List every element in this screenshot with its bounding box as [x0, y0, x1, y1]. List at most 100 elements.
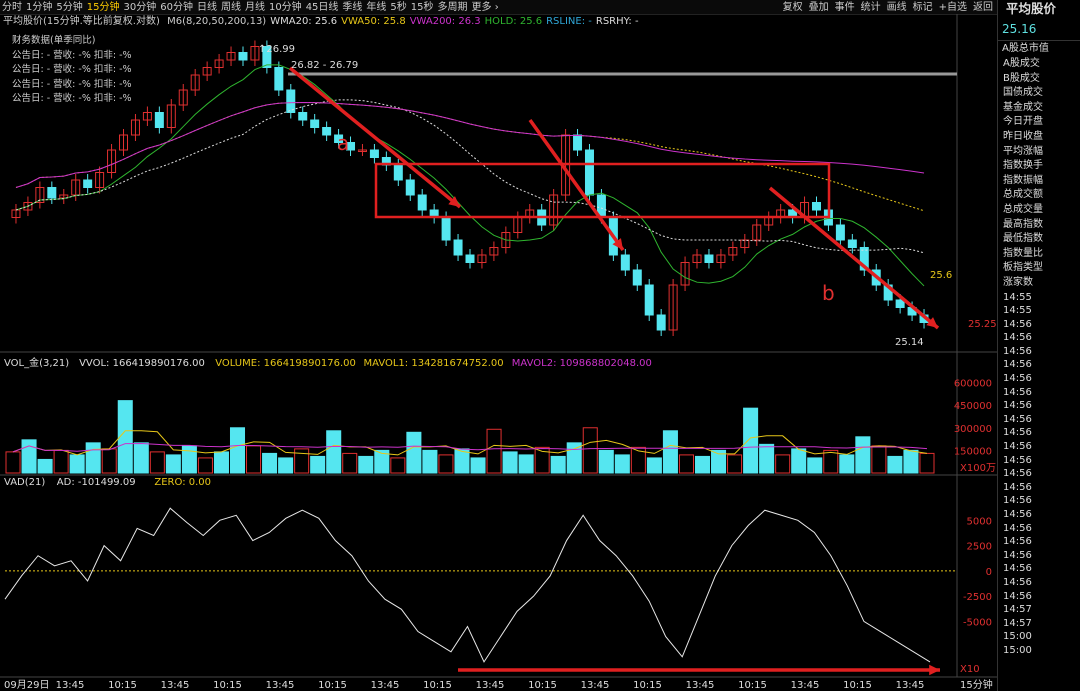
volume-bar: [181, 445, 197, 474]
volume-bar: [149, 451, 165, 474]
candle-body: [465, 254, 475, 263]
sidebar-item[interactable]: 总成交额: [1003, 189, 1043, 201]
indicator-value: RSLINE: -: [546, 16, 592, 27]
toolbar-action[interactable]: 事件: [834, 2, 855, 13]
sidebar-item[interactable]: 指数振幅: [1003, 174, 1043, 186]
volume-bar: [919, 452, 935, 474]
candle-body: [190, 74, 200, 91]
volume-bar: [871, 445, 887, 474]
period-tab[interactable]: 45日线: [305, 2, 339, 13]
candle-body: [322, 127, 332, 136]
sidebar-item[interactable]: 今日开盘: [1003, 116, 1043, 128]
candle-body: [47, 187, 57, 199]
period-tab[interactable]: 60分钟: [160, 2, 193, 13]
sidebar-item[interactable]: 指数量比: [1003, 247, 1043, 259]
axis-price-2: 25.25: [968, 319, 997, 330]
candle-body: [334, 134, 344, 143]
candle-body: [226, 52, 236, 61]
volume-bar: [614, 454, 630, 474]
toolbar-action[interactable]: 复权: [782, 2, 803, 13]
trend-arrow-a2: [528, 118, 625, 252]
period-tab[interactable]: 1分钟: [26, 2, 53, 13]
sidebar-item[interactable]: 总成交量: [1003, 203, 1043, 215]
x-tick: 13:45: [56, 680, 85, 691]
toolbar-action[interactable]: 叠加: [808, 2, 829, 13]
vad-line: [4, 507, 931, 663]
financial-row: 公告日: - 营收: -% 扣非: -%: [12, 78, 132, 90]
x-tick: 13:45: [581, 680, 610, 691]
toolbar-action[interactable]: +自选: [938, 2, 967, 13]
period-tab[interactable]: 分时: [2, 2, 22, 13]
sidebar-item[interactable]: 板指类型: [1003, 262, 1043, 274]
sidebar-item[interactable]: 平均涨幅: [1003, 145, 1043, 157]
toolbar-action[interactable]: 统计: [860, 2, 881, 13]
period-tab[interactable]: 多周期: [437, 2, 468, 13]
candle-body: [346, 142, 356, 151]
toolbar-action[interactable]: 标记: [912, 2, 933, 13]
volume-bar: [839, 454, 855, 474]
sidebar-item[interactable]: 最低指数: [1003, 233, 1043, 245]
candle-body: [357, 149, 367, 152]
candle-body: [752, 224, 762, 241]
volume-bar: [502, 451, 518, 474]
sidebar-item[interactable]: B股成交: [1003, 72, 1040, 84]
sidebar-item[interactable]: 最高指数: [1003, 218, 1043, 230]
sidebar-item[interactable]: 昨日收盘: [1003, 130, 1043, 142]
period-tab[interactable]: 更多 ›: [471, 2, 499, 13]
volume-axis-label: 450000: [954, 401, 992, 412]
trade-time: 14:56: [1003, 318, 1032, 330]
period-tab[interactable]: 15秒: [410, 2, 434, 13]
sidebar-item[interactable]: 指数换手: [1003, 160, 1043, 172]
candle-body: [740, 239, 750, 248]
x-tick: 13:45: [476, 680, 505, 691]
x-tick: 13:45: [266, 680, 295, 691]
candle-body: [847, 239, 857, 248]
period-tab[interactable]: 5秒: [390, 2, 407, 13]
volume-bar: [759, 443, 775, 474]
candle-body: [202, 67, 212, 76]
sidebar-item[interactable]: A股成交: [1003, 58, 1040, 69]
volume-bar: [582, 427, 598, 474]
candle-body: [549, 194, 559, 226]
last-label: 25.14: [895, 337, 924, 348]
ma-vwa50-line: [15, 101, 925, 212]
candle-body: [620, 254, 630, 271]
volume-unit: X100万: [960, 463, 996, 474]
trade-time: 14:56: [1003, 413, 1032, 425]
candle-body: [142, 112, 152, 121]
candle-body: [692, 254, 702, 263]
candle-body: [453, 239, 463, 256]
candle-body: [680, 262, 690, 286]
sidebar-item[interactable]: 基金成交: [1003, 101, 1043, 113]
toolbar-action[interactable]: 画线: [886, 2, 907, 13]
period-tab[interactable]: 10分钟: [268, 2, 302, 13]
candle-body: [154, 112, 164, 128]
volume-bar: [470, 457, 486, 474]
action-toolbar: 复权 叠加 事件 统计 画线 标记 +自选 返回: [780, 0, 996, 15]
sidebar-item[interactable]: 涨家数: [1003, 276, 1033, 288]
period-tab[interactable]: 年线: [366, 2, 387, 13]
volume-bar: [133, 442, 149, 474]
x-tick: 13:45: [371, 680, 400, 691]
trade-time: 14:57: [1003, 604, 1032, 616]
trade-time: 14:56: [1003, 332, 1032, 344]
x-tick: 10:15: [528, 680, 557, 691]
trend-arrow-a1: [288, 66, 462, 209]
period-tab[interactable]: 季线: [342, 2, 363, 13]
period-tab[interactable]: 5分钟: [56, 2, 83, 13]
volume-bar: [711, 449, 727, 474]
period-tab[interactable]: 月线: [244, 2, 265, 13]
volume-bar: [855, 436, 871, 474]
x-tick: 13:45: [686, 680, 715, 691]
period-tab[interactable]: 周线: [220, 2, 241, 13]
volume-bar: [807, 457, 823, 474]
volume-header: VOLUME: 166419890176.00: [215, 358, 356, 369]
period-tab[interactable]: 30分钟: [123, 2, 157, 13]
period-tab[interactable]: 日线: [196, 2, 217, 13]
trade-time: 14:56: [1003, 522, 1032, 534]
toolbar-action[interactable]: 返回: [973, 2, 993, 13]
sidebar-item[interactable]: 国债成交: [1003, 87, 1043, 99]
period-tab[interactable]: 15分钟: [86, 2, 120, 13]
candle-body: [166, 104, 176, 128]
sidebar-price: 25.16: [1002, 22, 1037, 36]
